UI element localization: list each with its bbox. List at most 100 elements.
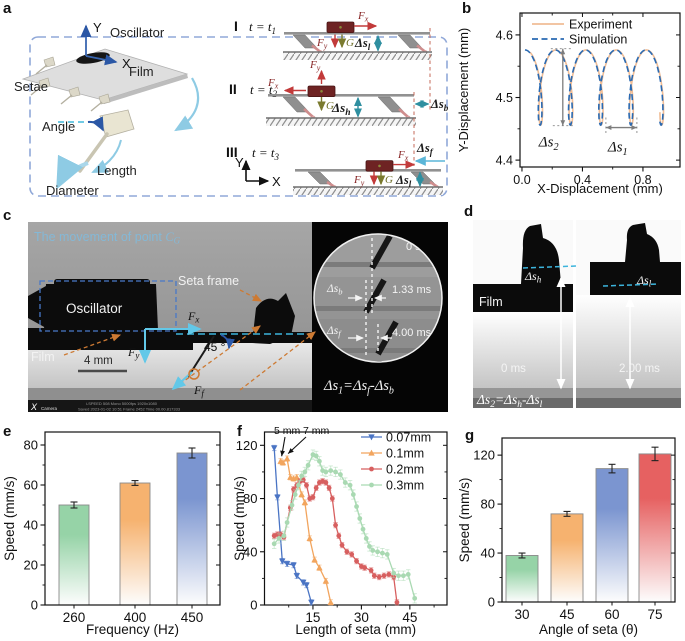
- time-2ms-label: 2.00 ms: [619, 363, 660, 375]
- x-tick-label: 0.8: [634, 173, 651, 187]
- x-axis-arrow: [85, 54, 118, 66]
- angle-value-label: 45 °: [204, 340, 226, 354]
- length-arrow: [91, 139, 122, 173]
- panel-a-dashed-border: [29, 36, 448, 197]
- x-axis-label: X: [272, 174, 281, 189]
- fy-label: Fy: [127, 345, 139, 361]
- x-tick-label: 400: [124, 610, 147, 625]
- angle-label: Angle: [42, 119, 75, 134]
- oscillator-label: Oscillator: [110, 25, 165, 40]
- photo-bottom-strip: [28, 400, 312, 412]
- chart-b-trajectory: 4.4 4.5 4.6 0.0 0.4 0.8X-Displacement (mm) Y-D…: [456, 12, 681, 196]
- plot-frame: [44, 431, 221, 606]
- bar-75: [638, 453, 672, 603]
- annotations: Δs2 Δs1: [538, 48, 638, 158]
- left-film-silhouette: [473, 284, 573, 312]
- fx-label: Fx: [357, 10, 369, 24]
- seta-frame-silhouette: [252, 293, 295, 344]
- plot-frame: [263, 431, 448, 606]
- legend: 0.07mm 0.1mm 0.2mm 0.3mm: [361, 431, 431, 493]
- time-label: t = t3: [252, 145, 280, 162]
- ds-h-label: Δsh: [524, 269, 542, 285]
- ds-f-label: Δsf: [326, 325, 342, 339]
- bar-260: [58, 504, 90, 606]
- y-tick-label: 120: [236, 438, 258, 453]
- y-tick-label: 80: [24, 438, 38, 453]
- series-0.1mm: [277, 455, 334, 606]
- y-axis: 0 40 80 120: [236, 438, 447, 613]
- ground: [293, 187, 443, 195]
- ds-h-label: Δsh: [331, 100, 351, 118]
- plot-frame: [519, 12, 681, 168]
- y-axis: 0 40 80 120: [473, 448, 675, 610]
- ground: [283, 52, 432, 60]
- x-tick-label: 30: [514, 607, 529, 622]
- ds-l-label: Δsl: [636, 273, 652, 289]
- watermark-line-2: Saved 2023-01-02 10:51 Frame 2452 Time 0…: [78, 407, 181, 412]
- inset-frames: 0 s 1.33 ms 4.00 ms Δsb Δsf: [314, 234, 442, 361]
- seta-frame-label: Seta frame: [178, 274, 239, 288]
- angle-arc-arrow: [220, 334, 235, 350]
- y-axis-label: Y: [235, 155, 244, 170]
- legend-simulation: Simulation: [569, 33, 627, 47]
- trajectory-curves: [524, 49, 665, 127]
- y-tick-label: 0: [250, 598, 257, 613]
- oscillator-dashed-box: [39, 280, 177, 332]
- y-tick-label: 60: [24, 478, 38, 493]
- y-tick-label: 0: [31, 598, 38, 613]
- fy-label: Fy: [316, 37, 328, 51]
- film-line: [284, 32, 430, 35]
- x-tick-label: 45: [559, 607, 574, 622]
- watermark-line-1: i-SPEED 508 Mono 5000fps 1920x1080: [86, 401, 158, 406]
- camera-logo-name: Camera: [41, 406, 58, 411]
- y-axis-title: Y-Displacement (mm): [456, 28, 471, 153]
- y-tick-label: 80: [243, 491, 257, 506]
- annotations: 5 mm 7 mm: [274, 425, 330, 457]
- film-line: [268, 94, 414, 97]
- zoom-arrow: [174, 77, 200, 132]
- time-label: t = t1: [249, 19, 276, 36]
- x-tick-label: 30: [354, 610, 369, 625]
- annotation-7mm: 7 mm: [303, 425, 330, 437]
- length-label: Length: [97, 163, 137, 178]
- legend-experiment: Experiment: [569, 18, 633, 32]
- state-row-3: III t = t3 Y X Fx Fy G Δsl Δsf: [226, 141, 445, 195]
- panel-label-c: c: [3, 207, 12, 224]
- x-axis-title: Length of seta (mm): [295, 622, 416, 637]
- y-tick-label: 40: [243, 544, 257, 559]
- panel-c-photo: Oscillator The movement of point CG Seta…: [28, 222, 448, 412]
- seta-base-cone: [99, 109, 135, 138]
- seta-silhouette: [187, 335, 215, 378]
- x-tick-label: 450: [181, 610, 204, 625]
- film-edge: [103, 74, 188, 104]
- oscillator-label: Oscillator: [66, 301, 123, 316]
- panel-d-photo: Film Δsh Δsl 0 ms 2.00 ms Δs2=Δsh-Δsl: [473, 220, 681, 408]
- chart-g-angle-bars: 0 40 80 120 30 45 60 75 Angle of seta (θ) Speed (…: [457, 437, 676, 637]
- frame-time-1: 1.33 ms: [392, 284, 432, 296]
- y-tick-label: 4.4: [496, 154, 513, 168]
- plot-frame: [501, 437, 676, 603]
- ground: [266, 118, 416, 126]
- x-tick-label: 0.0: [513, 173, 530, 187]
- x-axis: 15 30 45: [288, 605, 435, 625]
- series-0.2mm: [271, 476, 400, 606]
- fy-label: Fy: [353, 174, 365, 188]
- y-axis: 4.4 4.5 4.6: [496, 28, 680, 168]
- fx-label: Fx: [187, 309, 199, 325]
- seta-frame-pointer-arrow: [239, 289, 263, 302]
- right-seta-frame-silhouette: [625, 223, 660, 262]
- panel-a-schematic: Y X Oscillator Film Setae Angle Length D…: [14, 10, 449, 198]
- y-axis-title: Speed (mm/s): [2, 476, 17, 561]
- legend-label: 0.07mm: [386, 431, 431, 445]
- film-level-dashed-left: [522, 265, 577, 269]
- g-label: G: [326, 100, 334, 112]
- seta-direction-dashed-arrow: [179, 325, 261, 385]
- oscillator-top: [54, 279, 150, 287]
- annotation-5mm: 5 mm: [274, 425, 301, 437]
- robot-schematic: Y X Oscillator Film Setae Angle Length D…: [14, 20, 200, 198]
- roman-numeral: II: [229, 81, 237, 97]
- equation-ds1: Δs1=Δsf-Δsb: [323, 378, 394, 397]
